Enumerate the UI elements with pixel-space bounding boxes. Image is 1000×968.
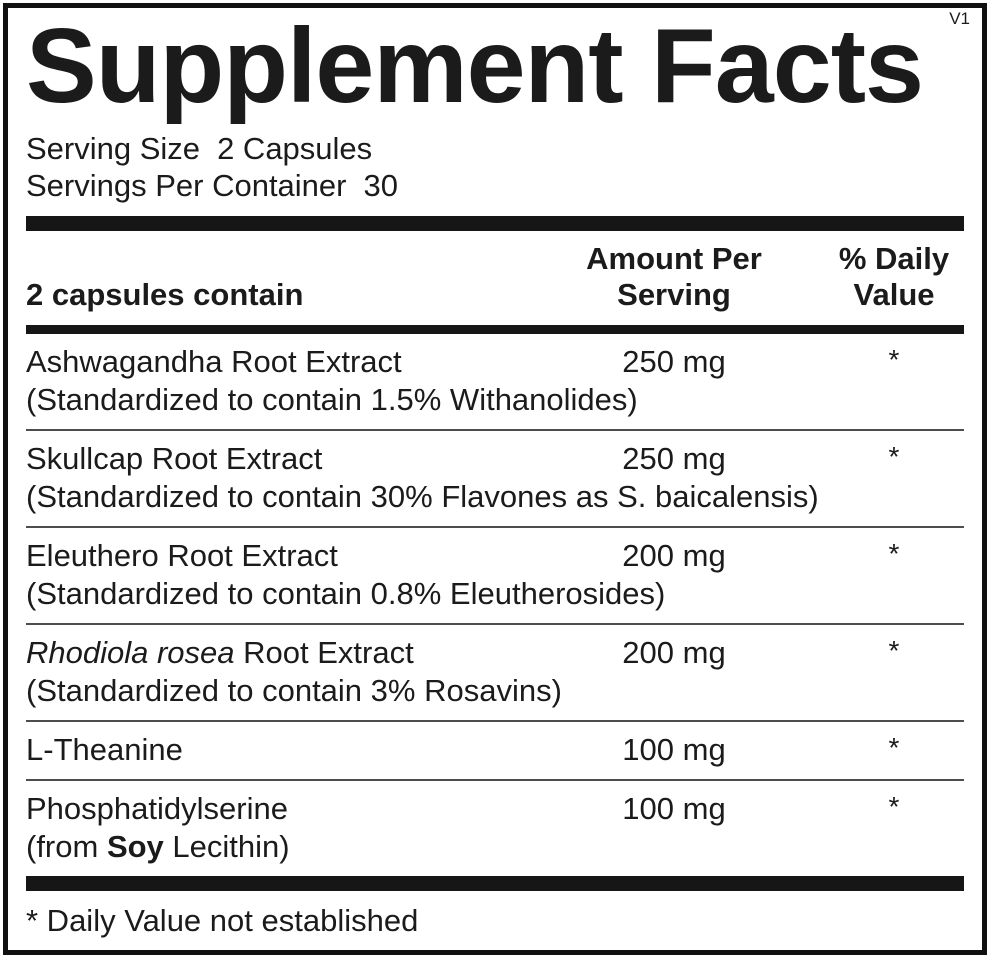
version-tag: V1 [949, 9, 970, 28]
column-header-contains: 2 capsules contain [26, 277, 304, 313]
ingredient-note: (Standardized to contain 3% Rosavins) [26, 673, 562, 709]
ingredient-row-eleuthero: Eleuthero Root Extract 200 mg * (Standar… [26, 528, 964, 623]
serving-size-value: 2 Capsules [217, 131, 373, 167]
ingredient-daily-value: * [888, 344, 900, 376]
ingredient-amount: 250 mg [622, 344, 726, 380]
ingredient-name: Rhodiola rosea Root Extract [26, 635, 414, 671]
ingredient-daily-value: * [888, 732, 900, 764]
separator-bar-bottom [26, 876, 964, 892]
servings-per-container-value: 30 [363, 168, 399, 204]
ingredient-note: (Standardized to contain 30% Flavones as… [26, 479, 819, 515]
row-divider [26, 429, 964, 432]
ingredient-name: L-Theanine [26, 732, 183, 768]
ingredient-row-rhodiola: Rhodiola rosea Root Extract 200 mg * (St… [26, 625, 964, 720]
ingredient-amount: 250 mg [622, 441, 726, 477]
ingredient-row-skullcap: Skullcap Root Extract 250 mg * (Standard… [26, 431, 964, 526]
ingredient-name: Eleuthero Root Extract [26, 538, 338, 574]
allergen-soy: Soy [106, 829, 164, 865]
separator-bar-top [26, 216, 964, 232]
ingredient-amount: 100 mg [622, 732, 726, 768]
servings-per-container-label: Servings Per Container [26, 168, 347, 204]
ingredient-note: (from Soy Lecithin) [26, 829, 290, 865]
ingredient-amount: 200 mg [622, 538, 726, 574]
ingredient-daily-value: * [888, 538, 900, 570]
row-divider [26, 526, 964, 529]
column-header-amount: Amount Per Serving [586, 241, 762, 313]
panel-title: Supplement Facts [26, 7, 924, 125]
ingredient-daily-value: * [888, 441, 900, 473]
serving-info: Serving Size 2 Capsules Servings Per Cont… [26, 130, 964, 204]
serving-size-line: Serving Size 2 Capsules [26, 130, 964, 167]
separator-bar-header [26, 325, 964, 335]
row-divider [26, 720, 964, 723]
ingredient-name: Phosphatidylserine [26, 791, 288, 827]
ingredient-amount: 200 mg [622, 635, 726, 671]
servings-per-container-line: Servings Per Container 30 [26, 167, 964, 204]
serving-size-label: Serving Size [26, 131, 201, 167]
ingredient-row-phosphatidylserine: Phosphatidylserine 100 mg * (from Soy Le… [26, 781, 964, 876]
ingredient-daily-value: * [888, 791, 900, 823]
ingredient-name: Ashwagandha Root Extract [26, 344, 402, 380]
column-header-daily-value: % Daily Value [838, 241, 950, 313]
ingredient-name-latin: Rhodiola rosea [26, 635, 235, 671]
ingredient-note: (Standardized to contain 1.5% Withanolid… [26, 382, 638, 418]
table-header-row: 2 capsules contain Amount Per Serving % … [26, 231, 964, 325]
ingredient-daily-value: * [888, 635, 900, 667]
ingredient-name: Skullcap Root Extract [26, 441, 323, 477]
ingredient-amount: 100 mg [622, 791, 726, 827]
ingredient-table: Ashwagandha Root Extract 250 mg * (Stand… [26, 334, 964, 876]
row-divider [26, 779, 964, 782]
ingredient-row-l-theanine: L-Theanine 100 mg * [26, 722, 964, 779]
daily-value-footnote: * Daily Value not established [26, 903, 419, 939]
ingredient-note: (Standardized to contain 0.8% Eleutheros… [26, 576, 666, 612]
ingredient-row-ashwagandha: Ashwagandha Root Extract 250 mg * (Stand… [26, 334, 964, 429]
row-divider [26, 623, 964, 626]
supplement-facts-panel: V1 Supplement Facts Serving Size 2 Capsul… [3, 3, 987, 955]
